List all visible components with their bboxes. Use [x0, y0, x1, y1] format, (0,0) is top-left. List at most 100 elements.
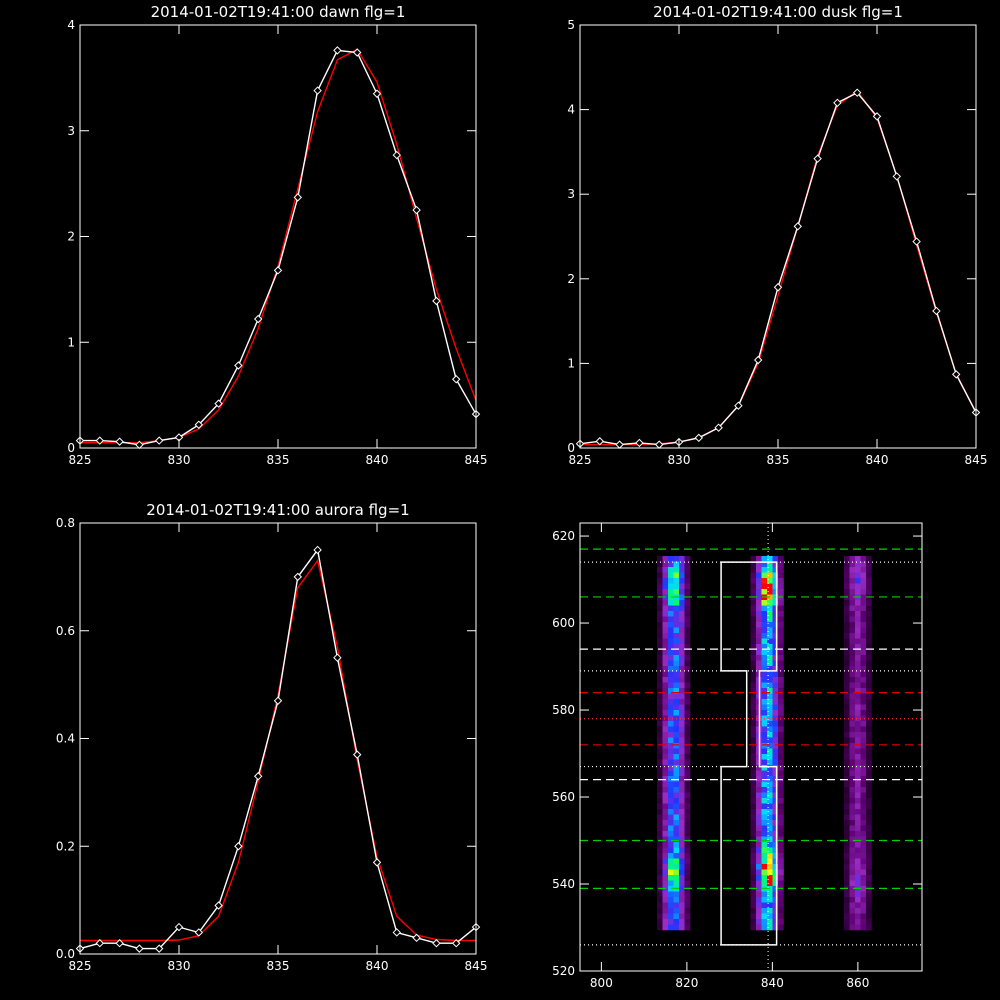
image-pixel	[855, 759, 861, 766]
image-pixel	[657, 814, 663, 821]
image-pixel	[844, 919, 850, 925]
image-pixel	[750, 693, 757, 700]
image-pixel	[684, 825, 691, 832]
image-pixel	[772, 836, 779, 843]
image-pixel	[761, 649, 768, 656]
image-pixel	[668, 770, 674, 777]
data-point	[753, 355, 763, 365]
image-pixel	[761, 633, 768, 639]
data-point	[773, 283, 783, 292]
image-pixel	[855, 787, 861, 793]
image-pixel	[684, 831, 691, 837]
image-pixel	[849, 693, 856, 700]
image-pixel	[684, 622, 691, 628]
image-pixel	[855, 710, 861, 716]
image-pixel	[673, 649, 680, 656]
image-pixel	[750, 853, 757, 859]
image-pixel	[756, 798, 762, 804]
image-pixel	[684, 743, 691, 749]
image-pixel	[767, 710, 773, 716]
image-pixel	[673, 743, 680, 749]
image-pixel	[679, 556, 685, 562]
image-pixel	[849, 688, 856, 694]
image-pixel	[855, 891, 861, 898]
image-pixel	[684, 578, 691, 584]
image-pixel	[767, 721, 773, 727]
image-pixel	[679, 578, 685, 584]
image-pixel	[668, 787, 674, 793]
image-pixel	[844, 682, 850, 689]
image-pixel	[756, 611, 762, 617]
x-tick-label: 845	[465, 959, 488, 973]
image-pixel	[679, 594, 685, 601]
image-pixel	[679, 589, 685, 595]
image-pixel	[668, 924, 674, 931]
image-pixel	[767, 825, 773, 832]
image-pixel	[772, 671, 779, 678]
image-pixel	[750, 616, 757, 623]
image-pixel	[860, 644, 867, 650]
image-pixel	[673, 825, 680, 832]
data-point	[432, 939, 441, 948]
image-pixel	[673, 754, 680, 760]
image-pixel	[866, 748, 872, 755]
image-pixel	[866, 787, 872, 793]
image-pixel	[844, 825, 850, 832]
image-pixel	[657, 831, 663, 837]
image-pixel	[855, 792, 861, 799]
image-pixel	[772, 567, 779, 573]
image-pixel	[855, 627, 861, 634]
image-pixel	[772, 583, 779, 590]
image-pixel	[778, 556, 784, 562]
image-pixel	[662, 655, 669, 661]
image-pixel	[772, 869, 779, 876]
image-pixel	[767, 853, 773, 859]
x-tick-label: 840	[866, 453, 889, 467]
image-pixel	[684, 556, 691, 562]
image-pixel	[778, 633, 784, 639]
image-pixel	[866, 853, 872, 859]
image-pixel	[668, 583, 674, 590]
image-pixel	[844, 820, 850, 826]
image-pixel	[668, 633, 674, 639]
image-pixel	[761, 721, 768, 727]
image-pixel	[761, 583, 768, 590]
image-pixel	[849, 919, 856, 925]
image-pixel	[756, 924, 762, 931]
data-point	[234, 361, 243, 370]
image-pixel	[662, 605, 669, 612]
image-pixel	[855, 770, 861, 777]
data-point	[174, 922, 184, 932]
image-pixel	[866, 688, 872, 694]
image-pixel	[657, 809, 663, 815]
image-pixel	[756, 891, 762, 898]
image-pixel	[756, 820, 762, 826]
image-pixel	[668, 842, 674, 848]
image-pixel	[844, 776, 850, 782]
data-point	[372, 89, 382, 98]
image-pixel	[673, 611, 680, 617]
image-pixel	[668, 660, 674, 667]
image-pixel	[778, 710, 784, 716]
image-pixel	[679, 891, 685, 898]
image-pixel	[662, 897, 669, 903]
image-pixel	[844, 913, 850, 920]
image-pixel	[772, 699, 779, 705]
image-pixel	[668, 605, 674, 612]
image-pixel	[684, 682, 691, 689]
image-pixel	[772, 589, 779, 595]
image-pixel	[662, 737, 669, 744]
image-pixel	[778, 567, 784, 573]
data-point	[214, 399, 223, 408]
image-pixel	[772, 897, 779, 903]
image-pixel	[657, 737, 663, 744]
image-pixel	[756, 919, 762, 925]
image-pixel	[684, 732, 691, 738]
image-pixel	[860, 655, 867, 661]
image-pixel	[866, 776, 872, 782]
image-pixel	[778, 644, 784, 650]
image-pixel	[767, 820, 773, 826]
data-point	[734, 401, 743, 410]
image-pixel	[844, 567, 850, 573]
image-pixel	[657, 715, 663, 722]
